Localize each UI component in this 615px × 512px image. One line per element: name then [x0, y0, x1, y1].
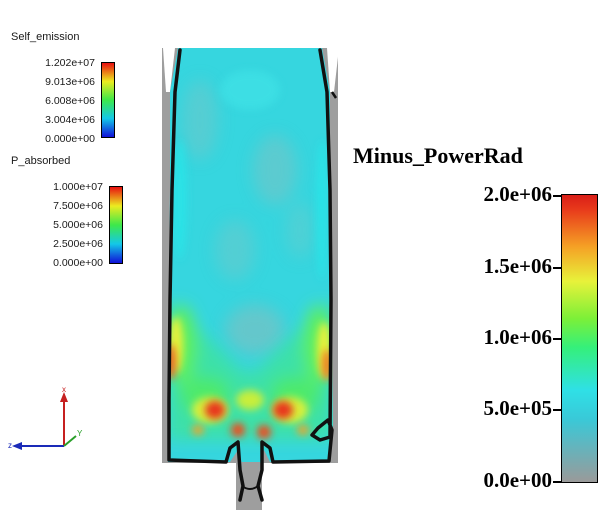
main-tick-label: 2.0e+06 [483, 182, 552, 206]
main-tick-label: 1.0e+06 [483, 325, 552, 349]
radiation-field [168, 48, 333, 500]
self-emission-tick: 9.013e+06 [45, 76, 95, 88]
axis-y-label: Y [77, 429, 83, 438]
p-absorbed-tick: 0.000e+00 [53, 257, 103, 269]
main-tick-label: 1.5e+06 [483, 254, 552, 278]
axis-z-label: z [8, 441, 12, 450]
main-tick-label: 5.0e+05 [483, 396, 552, 420]
self-emission-colorbar [101, 62, 115, 138]
self-emission-title: Self_emission [11, 31, 80, 43]
tick-mark [553, 267, 562, 269]
p-absorbed-tick: 1.000e+07 [53, 181, 103, 193]
tick-mark [553, 409, 562, 411]
p-absorbed-colorbar [109, 186, 123, 264]
p-absorbed-tick: 7.500e+06 [53, 200, 103, 212]
p-absorbed-tick: 2.500e+06 [53, 238, 103, 250]
legend-title: Minus_PowerRad [353, 143, 523, 168]
main-tick-label: 0.0e+00 [483, 468, 552, 492]
tick-mark [553, 195, 562, 197]
self-emission-tick: 6.008e+06 [45, 95, 95, 107]
self-emission-tick: 3.004e+06 [45, 114, 95, 126]
p-absorbed-title: P_absorbed [11, 155, 71, 167]
tick-mark [553, 481, 562, 483]
self-emission-tick: 0.000e+00 [45, 133, 95, 145]
axis-x-label: x [62, 385, 66, 394]
tick-mark [553, 338, 562, 340]
domain-outline [167, 48, 334, 502]
self-emission-tick: 1.202e+07 [45, 57, 95, 69]
axes-triad [12, 392, 77, 450]
main-colorbar [561, 194, 598, 483]
p-absorbed-tick: 5.000e+06 [53, 219, 103, 231]
